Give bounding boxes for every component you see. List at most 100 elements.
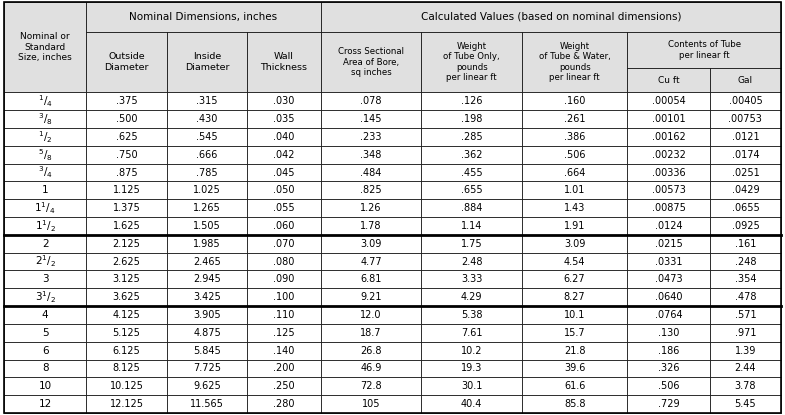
Bar — [247, 235, 320, 253]
Text: 19.3: 19.3 — [461, 364, 482, 374]
Text: 10.2: 10.2 — [461, 346, 483, 356]
Bar — [320, 235, 422, 253]
Bar — [167, 235, 247, 253]
Text: 1.14: 1.14 — [461, 221, 482, 231]
Text: .090: .090 — [273, 274, 294, 284]
Text: .00101: .00101 — [652, 114, 685, 124]
Text: .060: .060 — [273, 221, 294, 231]
Bar — [167, 306, 247, 324]
Bar — [86, 128, 167, 146]
Bar — [4, 181, 86, 199]
Bar — [167, 271, 247, 288]
Bar — [710, 110, 781, 128]
Text: 2.125: 2.125 — [112, 239, 141, 249]
Text: $2^{1}/_{2}$: $2^{1}/_{2}$ — [35, 254, 56, 269]
Text: 2.465: 2.465 — [193, 256, 221, 266]
Text: .078: .078 — [360, 96, 382, 106]
Bar — [167, 324, 247, 342]
Bar — [710, 199, 781, 217]
Bar — [4, 93, 86, 110]
Text: .248: .248 — [735, 256, 756, 266]
Bar — [627, 395, 710, 413]
Bar — [422, 110, 522, 128]
Bar — [710, 271, 781, 288]
Bar — [710, 306, 781, 324]
Text: 3.33: 3.33 — [461, 274, 482, 284]
Text: 4.77: 4.77 — [360, 256, 382, 266]
Bar — [627, 181, 710, 199]
Text: 1.75: 1.75 — [461, 239, 483, 249]
Text: 4.29: 4.29 — [461, 292, 483, 302]
Text: .0640: .0640 — [655, 292, 682, 302]
Bar — [422, 306, 522, 324]
Bar — [627, 32, 781, 68]
Text: .0429: .0429 — [732, 186, 759, 195]
Bar — [422, 395, 522, 413]
Bar — [710, 395, 781, 413]
Bar — [247, 93, 320, 110]
Bar — [320, 146, 422, 164]
Text: .971: .971 — [735, 328, 756, 338]
Text: Nominal or
Standard
Size, inches: Nominal or Standard Size, inches — [18, 32, 72, 62]
Text: .0251: .0251 — [732, 168, 759, 178]
Text: Inside
Diameter: Inside Diameter — [185, 52, 229, 72]
Bar — [627, 377, 710, 395]
Text: 1: 1 — [42, 186, 49, 195]
Bar — [422, 359, 522, 377]
Bar — [710, 93, 781, 110]
Text: .0655: .0655 — [732, 203, 759, 213]
Text: Outside
Diameter: Outside Diameter — [104, 52, 149, 72]
Text: 6.81: 6.81 — [360, 274, 382, 284]
Text: .070: .070 — [273, 239, 295, 249]
Text: 8.125: 8.125 — [113, 364, 141, 374]
Text: .315: .315 — [196, 96, 218, 106]
Text: 5: 5 — [42, 328, 49, 338]
Text: 15.7: 15.7 — [564, 328, 586, 338]
Text: 1.91: 1.91 — [564, 221, 586, 231]
Bar — [627, 324, 710, 342]
Text: 5.45: 5.45 — [735, 399, 756, 409]
Bar — [522, 181, 627, 199]
Text: 3.425: 3.425 — [193, 292, 221, 302]
Bar — [247, 181, 320, 199]
Text: .125: .125 — [273, 328, 295, 338]
Bar — [4, 199, 86, 217]
Text: .100: .100 — [273, 292, 294, 302]
Text: 18.7: 18.7 — [360, 328, 382, 338]
Bar — [86, 181, 167, 199]
Text: .500: .500 — [116, 114, 137, 124]
Text: .484: .484 — [360, 168, 382, 178]
Text: $1^{1}/_{2}$: $1^{1}/_{2}$ — [35, 218, 56, 234]
Text: 1.43: 1.43 — [564, 203, 586, 213]
Text: 1.78: 1.78 — [360, 221, 382, 231]
Text: .233: .233 — [360, 132, 382, 142]
Bar — [4, 306, 86, 324]
Text: 21.8: 21.8 — [564, 346, 586, 356]
Bar — [627, 164, 710, 181]
Text: 6: 6 — [42, 346, 49, 356]
Text: 3.78: 3.78 — [735, 381, 756, 391]
Bar — [710, 181, 781, 199]
Bar — [86, 359, 167, 377]
Bar — [522, 199, 627, 217]
Text: 4.54: 4.54 — [564, 256, 586, 266]
Text: Calculated Values (based on nominal dimensions): Calculated Values (based on nominal dime… — [421, 12, 681, 22]
Bar — [4, 395, 86, 413]
Bar — [522, 253, 627, 271]
Bar — [167, 128, 247, 146]
Text: Weight
of Tube Only,
pounds
per linear ft: Weight of Tube Only, pounds per linear f… — [444, 42, 500, 82]
Bar — [86, 110, 167, 128]
Bar — [320, 324, 422, 342]
Bar — [320, 93, 422, 110]
Bar — [4, 342, 86, 359]
Text: .261: .261 — [564, 114, 586, 124]
Bar — [522, 377, 627, 395]
Text: .200: .200 — [273, 364, 295, 374]
Text: 3: 3 — [42, 274, 49, 284]
Bar — [522, 93, 627, 110]
Text: 1.26: 1.26 — [360, 203, 382, 213]
Bar — [247, 32, 320, 93]
Bar — [710, 342, 781, 359]
Text: Wall
Thickness: Wall Thickness — [261, 52, 308, 72]
Text: 9.625: 9.625 — [193, 381, 221, 391]
